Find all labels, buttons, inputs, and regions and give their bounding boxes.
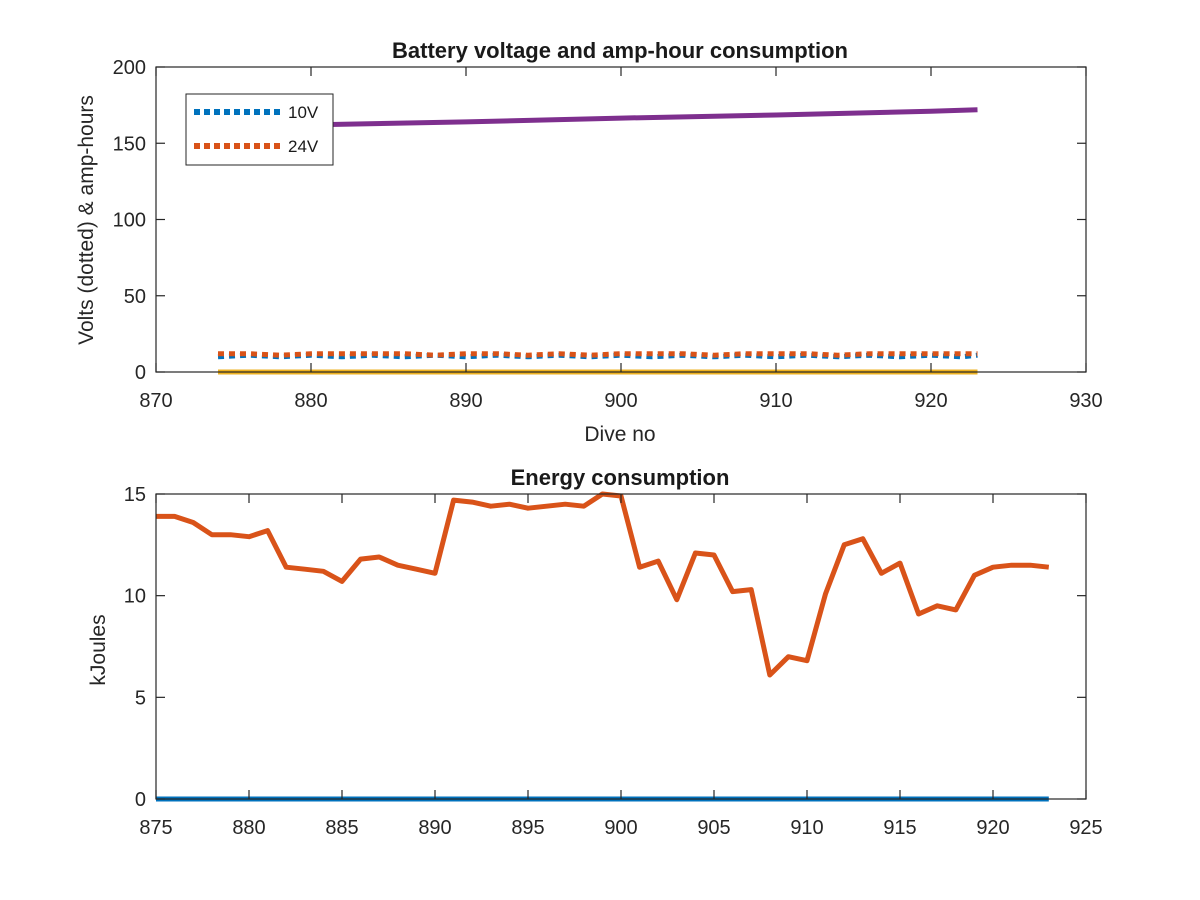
energy-chart-plot-area: 875 880 885 890 895 900 905 910 915 920 925 0 5 10 15: [124, 484, 1103, 839]
voltage-chart-plot-area: 870 880 890 900 910 920 930 0 50 100 150 200: [113, 57, 1103, 412]
voltage-chart-title: Battery voltage and amp-hour consumption: [392, 38, 848, 63]
energy-chart-x-tick-label: 925: [1069, 817, 1102, 839]
voltage-chart-y-axis-label: Volts (dotted) & amp-hours: [75, 95, 98, 345]
energy-chart-y-tick-label: 5: [135, 687, 146, 709]
energy-chart-x-tick-label: 900: [604, 817, 637, 839]
energy-chart-x-tick-label: 920: [976, 817, 1009, 839]
energy-chart-title: Energy consumption: [511, 465, 730, 490]
voltage-chart-x-tick-label: 880: [294, 390, 327, 412]
voltage-chart-x-tick-label: 930: [1069, 390, 1102, 412]
voltage-chart-y-tick-label: 50: [124, 286, 146, 308]
energy-chart-y-tick-label: 10: [124, 586, 146, 608]
energy-chart-x-tick-label: 880: [232, 817, 265, 839]
energy-chart-x-tick-label: 910: [790, 817, 823, 839]
voltage-chart-line-24v: [218, 351, 978, 358]
voltage-chart-x-tick-label: 920: [914, 390, 947, 412]
voltage-chart-y-tick-label: 200: [113, 57, 146, 79]
legend-label-10v: 10V: [288, 103, 319, 122]
energy-chart: Energy consumption 875 880 885 890 895 900 905…: [87, 465, 1103, 839]
energy-chart-y-tick-label: 0: [135, 789, 146, 811]
voltage-chart-x-tick-label: 870: [139, 390, 172, 412]
energy-chart-x-tick-label: 915: [883, 817, 916, 839]
energy-chart-x-tick-label: 885: [325, 817, 358, 839]
energy-chart-x-tick-label: 890: [418, 817, 451, 839]
voltage-chart-legend: 10V 24V: [185, 93, 334, 166]
legend-label-24v: 24V: [288, 137, 319, 156]
voltage-chart-x-tick-label: 890: [449, 390, 482, 412]
energy-chart-x-tick-label: 875: [139, 817, 172, 839]
voltage-chart-x-tick-label: 900: [604, 390, 637, 412]
voltage-chart-y-tick-label: 0: [135, 362, 146, 384]
legend-box: [185, 93, 334, 166]
voltage-chart-x-tick-label: 910: [759, 390, 792, 412]
voltage-chart-y-tick-label: 150: [113, 133, 146, 155]
energy-chart-y-axis-label: kJoules: [87, 614, 110, 685]
voltage-chart-x-axis-label: Dive no: [584, 423, 655, 446]
energy-chart-y-tick-label: 15: [124, 484, 146, 506]
voltage-chart: Battery voltage and amp-hour consumption…: [75, 38, 1103, 446]
energy-chart-x-tick-label: 895: [511, 817, 544, 839]
energy-chart-x-tick-label: 905: [697, 817, 730, 839]
voltage-chart-y-tick-label: 100: [113, 210, 146, 232]
